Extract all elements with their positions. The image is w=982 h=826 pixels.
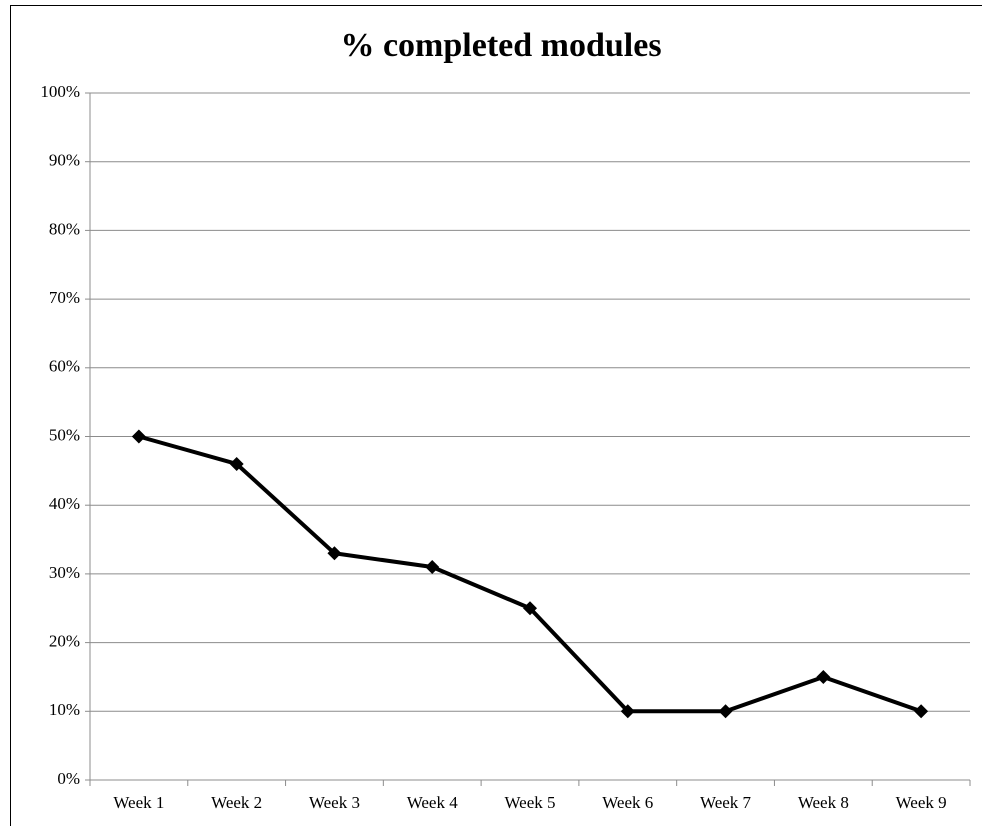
x-tick-label: Week 6	[602, 793, 653, 812]
marker	[816, 669, 831, 684]
y-tick-label: 0%	[57, 769, 80, 788]
x-tick-label: Week 9	[896, 793, 947, 812]
x-tick-label: Week 8	[798, 793, 849, 812]
chart-border	[10, 5, 982, 826]
x-tick-label: Week 2	[211, 793, 262, 812]
y-tick-label: 20%	[49, 632, 80, 651]
marker	[425, 560, 440, 575]
marker	[914, 704, 929, 719]
y-tick-label: 50%	[49, 425, 80, 444]
marker	[327, 546, 342, 561]
marker	[620, 704, 635, 719]
chart-title: % completed modules	[340, 27, 661, 64]
x-tick-label: Week 4	[407, 793, 459, 812]
marker	[229, 456, 244, 471]
y-tick-label: 40%	[49, 494, 80, 513]
y-tick-label: 10%	[49, 700, 80, 719]
y-tick-label: 90%	[49, 151, 80, 170]
x-tick-label: Week 5	[504, 793, 555, 812]
y-tick-label: 70%	[49, 288, 80, 307]
x-tick-label: Week 1	[113, 793, 164, 812]
x-tick-label: Week 3	[309, 793, 360, 812]
marker	[523, 601, 537, 616]
marker	[131, 429, 146, 444]
marker	[718, 704, 733, 719]
y-tick-label: 80%	[49, 219, 80, 238]
y-tick-label: 100%	[40, 82, 80, 101]
x-tick-label: Week 7	[700, 793, 752, 812]
y-tick-label: 60%	[49, 357, 80, 376]
y-tick-label: 30%	[49, 563, 80, 582]
